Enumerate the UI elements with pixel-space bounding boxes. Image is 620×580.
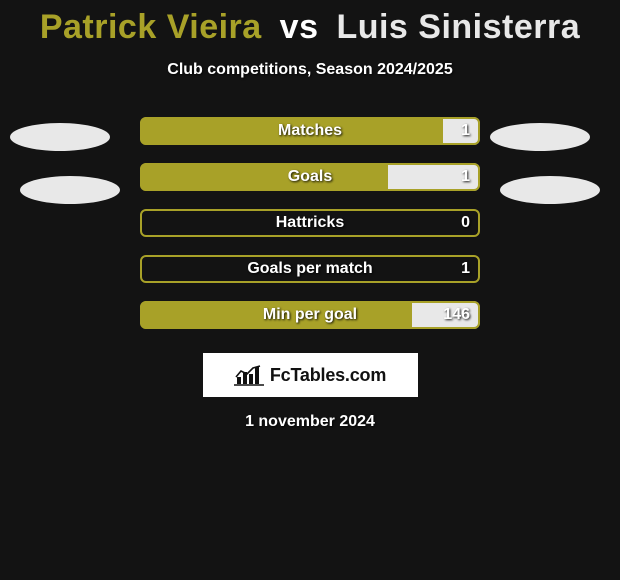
stat-row: Goals per match1 [0,255,620,283]
stat-right-value: 1 [461,117,470,145]
bar-track [140,117,480,145]
subtitle: Club competitions, Season 2024/2025 [0,61,620,79]
stat-right-value: 146 [443,301,470,329]
brand-badge: FcTables.com [203,353,418,397]
bar-track [140,301,480,329]
player1-avatar-ellipse [10,123,110,151]
player1-avatar-ellipse [20,176,120,204]
player2-name: Luis Sinisterra [336,8,580,46]
player1-name: Patrick Vieira [40,8,262,46]
stat-right-value: 0 [461,209,470,237]
bar-track [140,163,480,191]
bar-left-fill [140,163,388,191]
vs-text: vs [280,8,319,46]
stat-row: Hattricks0 [0,209,620,237]
player2-avatar-ellipse [500,176,600,204]
bar-track [140,255,480,283]
comparison-title: Patrick Vieira vs Luis Sinisterra [0,0,620,47]
bar-left-fill [140,117,443,145]
bar-left-fill [140,301,412,329]
stat-right-value: 1 [461,255,470,283]
stat-row: Min per goal146 [0,301,620,329]
player2-avatar-ellipse [490,123,590,151]
date-text: 1 november 2024 [0,413,620,431]
bar-track [140,209,480,237]
stat-right-value: 1 [461,163,470,191]
brand-chart-icon [234,363,264,387]
brand-text: FcTables.com [270,365,386,386]
